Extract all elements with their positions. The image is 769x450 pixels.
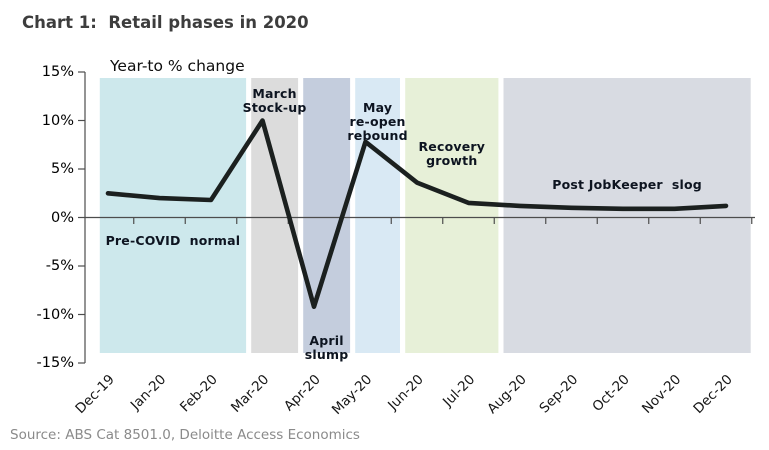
y-tick-label-10%: 10%: [41, 112, 74, 129]
x-tick-label-jan-20: Jan-20: [127, 372, 169, 414]
x-tick-label-apr-20: Apr-20: [281, 372, 324, 415]
phase-label-recovery-growth: Recovery growth: [418, 138, 486, 168]
x-tick-label-mar-20: Mar-20: [228, 372, 272, 416]
phase-label-post-jobkeeper-slog: Post JobKeeper slog: [552, 176, 702, 192]
x-tick-label-nov-20: Nov-20: [639, 372, 684, 417]
phase-label-may-reopen-rebound: May re-open rebound: [347, 100, 408, 144]
band-recovery-growth: [405, 78, 499, 353]
band-may-reopen-rebound: [355, 78, 400, 353]
x-tick-label-may-20: May-20: [329, 372, 375, 418]
x-tick-label-feb-20: Feb-20: [177, 372, 221, 416]
y-tick-label-15%: 15%: [41, 64, 74, 80]
phase-label-pre-covid-normal: Pre-COVID normal: [105, 232, 241, 248]
y-tick-label-0%: 0%: [50, 209, 74, 226]
x-tick-label-dec-20: Dec-20: [690, 372, 735, 417]
x-tick-label-jul-20: Jul-20: [439, 372, 478, 411]
x-axis-tick-labels: Dec-19 Jan-20 Feb-20 Mar-20 Apr-20 May-20 Jun-…: [72, 372, 735, 418]
phase-label-april-slump: April slump: [304, 333, 349, 363]
band-pre-covid-normal: [99, 78, 247, 353]
x-tick-label-jun-20: Jun-20: [384, 372, 427, 415]
y-axis-title: Year-to % change: [110, 57, 245, 75]
phase-bands: [99, 78, 751, 353]
x-tick-label-sep-20: Sep-20: [536, 372, 581, 417]
x-tick-label-dec-19: Dec-19: [72, 372, 117, 417]
x-tick-label-aug-20: Aug-20: [484, 372, 530, 418]
source-note: Source: ABS Cat 8501.0, Deloitte Access …: [10, 427, 360, 443]
y-tick-label-5%: 5%: [50, 161, 74, 177]
phase-label-march-stock-up: March Stock-up: [242, 86, 307, 116]
retail-line-series: [105, 118, 729, 309]
chart-title: Chart 1: Retail phases in 2020: [22, 13, 309, 32]
band-post-jobkeeper-slog: [503, 78, 751, 353]
y-tick-label--5%: -5%: [45, 258, 74, 274]
y-tick-label--10%: -10%: [36, 306, 74, 323]
y-tick-label--15%: -15%: [36, 355, 74, 371]
x-tick-label-oct-20: Oct-20: [589, 372, 632, 415]
